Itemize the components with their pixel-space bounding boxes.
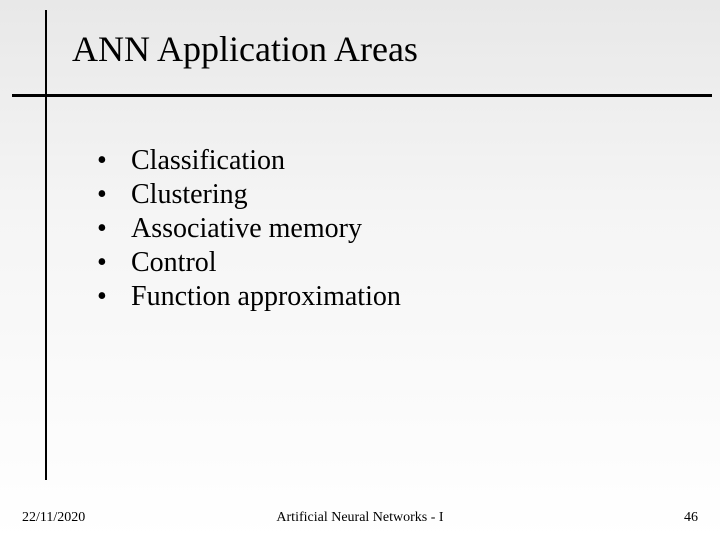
bullet-text: Function approximation — [131, 281, 401, 313]
vertical-rule — [45, 10, 47, 480]
list-item: • Function approximation — [97, 281, 401, 313]
list-item: • Classification — [97, 145, 401, 177]
footer-title: Artificial Neural Networks - I — [0, 510, 720, 526]
bullet-list: • Classification • Clustering • Associat… — [97, 145, 401, 315]
bullet-text: Classification — [131, 145, 285, 177]
list-item: • Control — [97, 247, 401, 279]
bullet-icon: • — [97, 281, 131, 313]
horizontal-rule — [12, 94, 712, 97]
footer-page-number: 46 — [684, 510, 698, 526]
bullet-icon: • — [97, 213, 131, 245]
list-item: • Clustering — [97, 179, 401, 211]
bullet-text: Associative memory — [131, 213, 362, 245]
footer: 22/11/2020 Artificial Neural Networks - … — [0, 506, 720, 526]
slide: ANN Application Areas • Classification •… — [0, 0, 720, 540]
bullet-icon: • — [97, 247, 131, 279]
bullet-text: Clustering — [131, 179, 248, 211]
bullet-text: Control — [131, 247, 217, 279]
bullet-icon: • — [97, 179, 131, 211]
bullet-icon: • — [97, 145, 131, 177]
slide-title: ANN Application Areas — [72, 28, 418, 70]
list-item: • Associative memory — [97, 213, 401, 245]
